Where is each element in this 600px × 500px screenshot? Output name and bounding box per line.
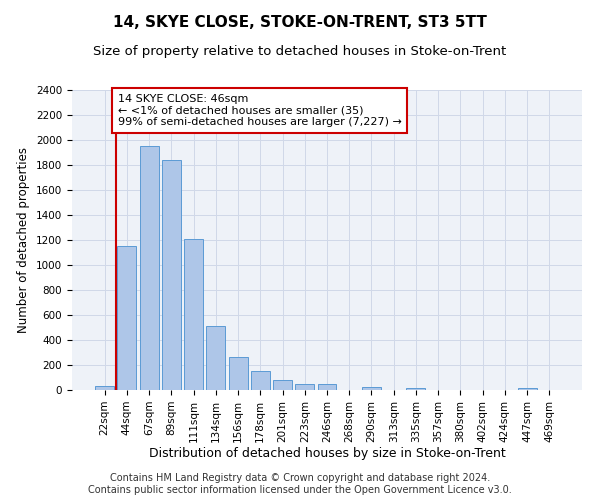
Text: Contains HM Land Registry data © Crown copyright and database right 2024.
Contai: Contains HM Land Registry data © Crown c… [88, 474, 512, 495]
Text: 14 SKYE CLOSE: 46sqm
← <1% of detached houses are smaller (35)
99% of semi-detac: 14 SKYE CLOSE: 46sqm ← <1% of detached h… [118, 94, 402, 127]
Text: Size of property relative to detached houses in Stoke-on-Trent: Size of property relative to detached ho… [94, 45, 506, 58]
Bar [317, 384, 337, 390]
Bar [206, 326, 225, 390]
Bar [95, 386, 114, 390]
X-axis label: Distribution of detached houses by size in Stoke-on-Trent: Distribution of detached houses by size … [149, 448, 505, 460]
Text: 14, SKYE CLOSE, STOKE-ON-TRENT, ST3 5TT: 14, SKYE CLOSE, STOKE-ON-TRENT, ST3 5TT [113, 15, 487, 30]
Y-axis label: Number of detached properties: Number of detached properties [17, 147, 31, 333]
Bar [295, 384, 314, 390]
Bar [406, 388, 425, 390]
Bar [273, 380, 292, 390]
Bar [162, 160, 181, 390]
Bar [140, 146, 158, 390]
Bar [518, 388, 536, 390]
Bar [118, 246, 136, 390]
Bar [362, 387, 381, 390]
Bar [184, 239, 203, 390]
Bar [251, 370, 270, 390]
Bar [229, 357, 248, 390]
